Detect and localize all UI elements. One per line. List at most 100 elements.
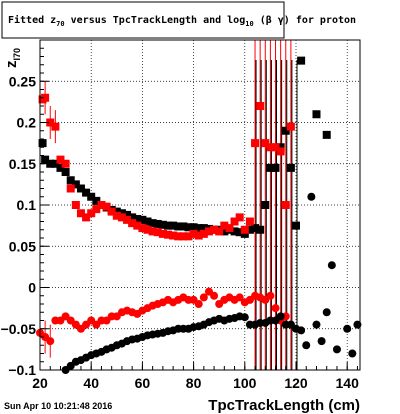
timestamp: Sun Apr 10 10:21:48 2016 — [4, 401, 112, 411]
square-marker — [92, 205, 101, 214]
y-tick-label: −0.1 — [8, 362, 36, 378]
square-marker — [123, 210, 132, 219]
square-marker — [82, 188, 91, 197]
circle-marker — [271, 304, 280, 313]
circle-marker — [332, 345, 341, 354]
square-marker — [256, 102, 265, 110]
square-marker — [230, 217, 239, 226]
square-marker — [245, 217, 254, 226]
square-marker — [261, 201, 270, 209]
square-marker — [66, 184, 75, 193]
square-marker — [51, 159, 60, 168]
square-marker — [271, 163, 280, 172]
title-suffix: (β γ) for proton — [254, 15, 356, 26]
circle-marker — [210, 291, 219, 300]
svg-text:zI70: zI70 — [3, 48, 22, 68]
x-tick-label: 140 — [336, 375, 360, 391]
square-marker — [240, 225, 249, 234]
y-tick-label: 0.25 — [9, 73, 36, 89]
square-marker — [164, 221, 172, 230]
y-axis-label: zI70 — [3, 48, 22, 68]
square-marker — [41, 93, 50, 102]
square-marker — [71, 180, 80, 189]
square-marker — [215, 227, 224, 236]
x-tick-label: 80 — [186, 375, 202, 391]
square-marker — [56, 155, 65, 164]
square-marker — [138, 215, 147, 224]
x-axis-ticks: 20 40 60 80 100 120 140 — [32, 362, 359, 391]
circle-marker — [348, 349, 357, 358]
square-marker — [66, 176, 75, 185]
square-marker — [169, 221, 178, 230]
x-axis-label: TpcTrackLength (cm) — [208, 397, 360, 414]
square-marker — [256, 225, 265, 234]
square-marker — [128, 213, 137, 222]
square-marker — [133, 215, 142, 224]
square-marker — [174, 222, 183, 231]
title-sub1: 70 — [56, 20, 64, 28]
square-marker — [61, 168, 70, 176]
square-marker — [102, 202, 111, 211]
square-marker — [225, 224, 234, 233]
circle-marker — [312, 320, 321, 329]
square-marker — [230, 227, 239, 236]
square-marker — [153, 228, 162, 237]
square-marker — [76, 209, 85, 218]
square-marker — [194, 231, 203, 240]
circle-marker — [194, 300, 203, 308]
square-marker — [46, 159, 55, 168]
square-marker — [56, 163, 65, 172]
circle-marker — [276, 312, 285, 321]
square-marker — [117, 209, 126, 218]
square-marker — [286, 122, 295, 131]
square-marker — [158, 229, 167, 238]
y-axis-label-main: z — [3, 61, 20, 69]
square-marker — [312, 110, 321, 119]
circle-marker — [307, 192, 316, 201]
square-marker — [87, 192, 96, 201]
y-tick-label: −0.05 — [1, 321, 37, 337]
circle-marker — [327, 261, 336, 270]
circle-marker — [46, 337, 55, 346]
y-tick-label: 0.1 — [17, 197, 37, 213]
square-marker — [199, 229, 208, 238]
y-tick-label: 0.05 — [9, 238, 36, 254]
square-marker — [184, 223, 193, 232]
square-marker — [204, 227, 213, 236]
square-marker — [189, 229, 198, 238]
square-marker — [97, 201, 106, 209]
y-tick-label: 0.15 — [9, 156, 36, 172]
circle-marker — [317, 337, 326, 346]
square-marker — [87, 209, 96, 218]
square-marker — [164, 230, 172, 239]
circle-marker — [353, 320, 362, 329]
circle-marker — [240, 313, 249, 322]
circle-marker — [322, 308, 331, 317]
square-marker — [153, 219, 162, 228]
x-tick-label: 60 — [135, 375, 151, 391]
square-marker — [123, 215, 132, 224]
square-marker — [189, 223, 198, 232]
square-marker — [286, 163, 295, 172]
square-marker — [251, 224, 260, 233]
square-marker — [194, 224, 203, 233]
x-tick-label: 100 — [233, 375, 257, 391]
circle-marker — [343, 324, 352, 333]
square-marker — [158, 220, 167, 229]
square-marker — [220, 221, 229, 230]
square-marker — [143, 217, 152, 226]
y-tick-label: 0 — [28, 280, 36, 296]
square-marker — [82, 213, 91, 222]
circle-marker — [297, 326, 306, 335]
square-marker — [276, 143, 285, 152]
square-marker — [76, 184, 85, 193]
square-marker — [199, 224, 208, 233]
x-tick-label: 40 — [83, 375, 99, 391]
square-marker — [128, 219, 137, 228]
y-axis-ticks: −0.1 −0.05 0 0.05 0.1 0.15 0.2 0.25 — [1, 39, 49, 378]
title-sub2: 10 — [245, 20, 253, 28]
square-marker — [112, 207, 121, 216]
square-marker — [235, 228, 244, 237]
square-marker — [133, 221, 142, 230]
